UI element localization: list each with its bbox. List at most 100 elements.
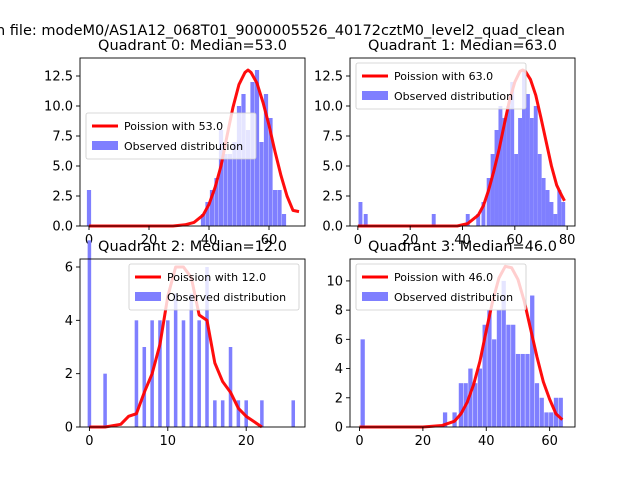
observed-bar <box>486 178 491 226</box>
observed-bar <box>158 320 162 427</box>
y-tick-label: 5.0 <box>52 160 73 175</box>
observed-bar <box>268 118 273 226</box>
observed-bar <box>537 154 542 226</box>
observed-bar <box>510 82 515 226</box>
observed-bar <box>181 320 186 427</box>
observed-bar <box>522 70 526 226</box>
y-tick-label: 10 <box>326 274 343 289</box>
y-tick-label: 10.0 <box>44 100 73 115</box>
observed-bar <box>520 353 525 427</box>
observed-bar <box>506 324 511 427</box>
legend: Poission with 53.0 Observed distribution <box>85 112 257 160</box>
observed-bar <box>549 412 554 427</box>
observed-bar <box>458 383 464 427</box>
observed-bar <box>557 190 562 226</box>
x-tick-label: 0 <box>85 434 93 449</box>
observed-bar <box>533 106 538 226</box>
legend-bar-label: Observed distribution <box>124 140 243 153</box>
observed-bar <box>431 214 436 226</box>
observed-bar <box>501 280 506 427</box>
observed-bar <box>213 400 217 427</box>
observed-bar <box>87 240 92 427</box>
observed-bar <box>236 400 241 427</box>
subplot-1: 0 20 40 60 80 0.0 2.5 5.0 7.5 10.0 12.5 Quadrant 1:… <box>314 38 576 248</box>
observed-bar <box>530 295 535 427</box>
y-tick-label: 4 <box>65 314 73 329</box>
observed-bar <box>200 214 206 226</box>
y-tick-label: 2.5 <box>52 190 73 205</box>
legend-bar-label: Observed distribution <box>394 291 513 304</box>
observed-bar <box>477 368 483 427</box>
x-tick-label: 20 <box>402 233 419 248</box>
axes-frame <box>79 258 306 428</box>
axes-frame <box>79 57 306 227</box>
legend-bar-label: Observed distribution <box>394 90 513 103</box>
y-tick-label: 0.0 <box>52 220 73 235</box>
observed-bar <box>482 324 487 427</box>
x-tick-label: 20 <box>415 434 432 449</box>
observed-bar <box>236 106 242 226</box>
y-tick-label: 6 <box>65 261 73 276</box>
observed-bar <box>363 214 368 226</box>
observed-bar <box>518 118 523 226</box>
observed-bar <box>511 324 516 427</box>
observed-bar <box>490 154 495 226</box>
observed-bar <box>173 293 178 427</box>
x-tick-label: 40 <box>454 233 471 248</box>
observed-bar <box>272 190 278 226</box>
y-tick-label: 2 <box>335 391 343 406</box>
legend-line-label: Poission with 12.0 <box>167 271 266 284</box>
observed-bar <box>228 347 233 427</box>
observed-bar <box>515 353 521 427</box>
observed-bar <box>549 202 554 226</box>
y-tick-label: 5.0 <box>322 160 343 175</box>
x-tick-label: 0 <box>355 434 363 449</box>
observed-bar <box>227 154 233 226</box>
subplot-title: Quadrant 3: Median=46.0 <box>368 239 557 255</box>
observed-bar <box>209 190 215 226</box>
observed-bar <box>494 130 499 226</box>
y-tick-label: 0 <box>335 421 343 436</box>
x-tick-label: 40 <box>478 434 495 449</box>
observed-bar <box>481 202 486 226</box>
observed-bar <box>473 383 478 427</box>
poisson-line <box>89 68 300 228</box>
legend-box <box>128 263 300 311</box>
legend-bar-swatch <box>362 91 388 100</box>
axes-frame <box>349 258 576 428</box>
legend: Poission with 12.0 Observed distribution <box>128 263 300 311</box>
observed-bar <box>223 154 228 226</box>
observed-bar <box>260 400 264 427</box>
observed-bar <box>502 118 507 226</box>
observed-bar <box>244 400 248 427</box>
observed-bar <box>281 214 287 226</box>
observed-bar <box>259 142 264 226</box>
observed-bar <box>496 310 502 427</box>
observed-bar <box>561 202 566 226</box>
observed-bar <box>232 142 237 226</box>
subplot-3: 0 20 40 60 0 2 4 6 8 10 Quadrant 3: Median=46.0 Poi… <box>326 239 576 449</box>
observed-bar <box>545 190 550 226</box>
x-tick-label: 10 <box>160 434 177 449</box>
legend-bar-swatch <box>92 141 118 150</box>
observed-bar <box>525 353 530 427</box>
observed-bar <box>541 178 546 226</box>
observed-bar <box>544 412 549 427</box>
y-tick-label: 12.5 <box>44 70 73 85</box>
y-tick-label: 4 <box>335 362 343 377</box>
x-tick-label: 60 <box>507 233 524 248</box>
legend-bar-label: Observed distribution <box>167 291 286 304</box>
observed-bar <box>465 214 470 226</box>
observed-bar <box>291 400 296 427</box>
observed-bar <box>529 118 534 226</box>
observed-bar <box>553 214 558 226</box>
observed-bar <box>263 94 269 226</box>
observed-bar <box>476 214 481 226</box>
observed-bar <box>514 154 519 226</box>
y-tick-label: 2.5 <box>322 190 343 205</box>
observed-bar <box>358 202 363 226</box>
observed-bar <box>539 397 544 427</box>
y-tick-label: 2 <box>65 367 73 382</box>
